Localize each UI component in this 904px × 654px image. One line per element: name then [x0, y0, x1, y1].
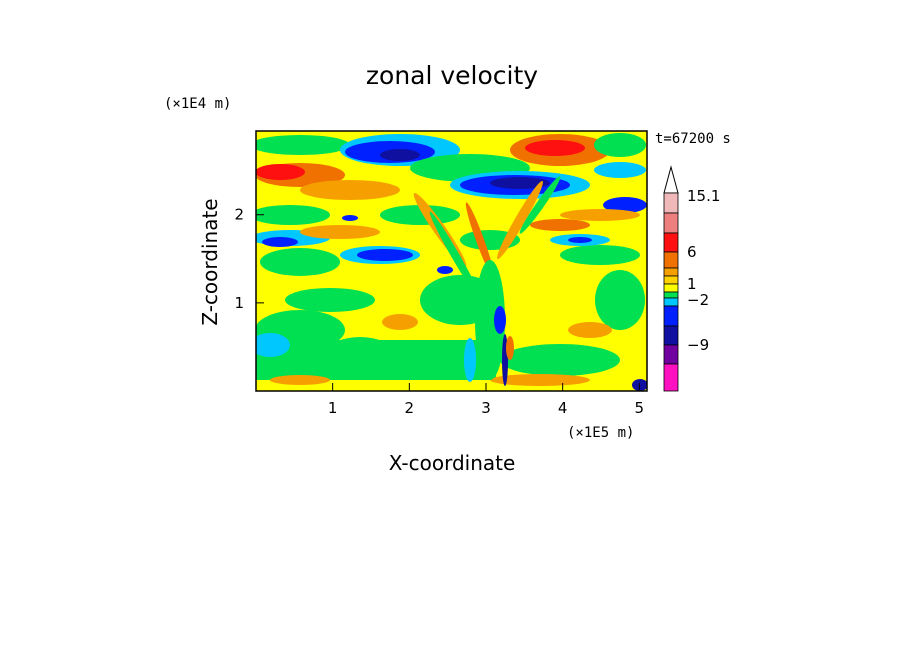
field-region — [270, 375, 330, 385]
chart-title: zonal velocity — [366, 61, 538, 90]
colorbar-swatch — [663, 275, 679, 285]
y-tick-label: 1 — [234, 294, 244, 312]
colorbar-swatch — [663, 267, 679, 277]
field-region — [595, 270, 645, 330]
field-region — [490, 374, 590, 386]
x-tick-label: 1 — [328, 399, 338, 417]
field-region — [325, 337, 395, 373]
colorbar-swatch — [663, 291, 679, 299]
field-region — [464, 338, 476, 382]
field-region — [382, 314, 418, 330]
field-region — [357, 249, 413, 261]
colorbar-swatch — [663, 232, 679, 253]
velocity-field — [256, 131, 647, 391]
y-axis-label: Z-coordinate — [198, 198, 222, 325]
y-axis-ticks: 12 — [234, 206, 264, 312]
plot-frame — [255, 130, 648, 392]
colorbar-swatch — [663, 251, 679, 269]
field-region — [497, 180, 543, 260]
field-region — [560, 209, 640, 221]
field-region — [465, 202, 495, 278]
field-region — [300, 180, 400, 200]
colorbar-swatch — [663, 363, 679, 392]
colorbar-label: 15.1 — [687, 187, 720, 205]
field-region — [530, 219, 590, 231]
field-region — [568, 237, 592, 243]
field-region — [475, 260, 505, 380]
field-region — [262, 237, 298, 247]
field-region — [256, 164, 305, 180]
field-region — [568, 322, 612, 338]
y-axis-unit: (×1E4 m) — [164, 96, 231, 112]
field-region — [429, 211, 481, 299]
field-region — [494, 306, 506, 334]
colorbar-label: −9 — [687, 336, 709, 354]
colorbar-extension — [663, 165, 679, 194]
field-region — [437, 266, 453, 274]
colorbar-swatch — [663, 283, 679, 293]
x-axis-unit: (×1E5 m) — [567, 425, 634, 441]
x-tick-label: 4 — [558, 399, 568, 417]
colorbar-swatch — [663, 297, 679, 307]
x-axis-ticks: 1 2 3 4 5 — [328, 383, 644, 417]
colorbar: 15.1 6 1−2 −9 — [663, 165, 720, 392]
field-region — [342, 215, 358, 221]
colorbar-swatch — [663, 192, 679, 214]
field-region — [519, 176, 561, 234]
field-region — [260, 248, 340, 276]
field-region — [560, 245, 640, 265]
field-region — [594, 133, 646, 157]
field-region — [256, 135, 350, 155]
field-region — [285, 288, 375, 312]
field-region — [603, 197, 647, 213]
colorbar-label: −2 — [687, 291, 709, 309]
field-region — [506, 336, 514, 360]
field-region — [256, 205, 330, 225]
x-tick-label: 2 — [405, 399, 415, 417]
colorbar-swatch — [663, 212, 679, 234]
field-region — [500, 344, 620, 376]
field-region — [525, 140, 585, 156]
field-region — [632, 379, 647, 391]
field-region — [490, 177, 550, 189]
colorbar-label: 1 — [687, 275, 697, 293]
colorbar-swatch — [663, 325, 679, 346]
y-tick-label: 2 — [234, 206, 244, 224]
x-tick-label: 5 — [635, 399, 645, 417]
colorbar-swatch — [663, 344, 679, 365]
colorbar-swatch — [663, 305, 679, 327]
x-axis-label: X-coordinate — [389, 451, 516, 475]
time-label: t=67200 s — [655, 131, 731, 147]
field-region — [256, 333, 290, 357]
x-tick-label: 3 — [481, 399, 491, 417]
colorbar-label: 6 — [687, 243, 697, 261]
field-region — [300, 225, 380, 239]
field-region — [594, 162, 646, 178]
field-region — [380, 149, 420, 161]
